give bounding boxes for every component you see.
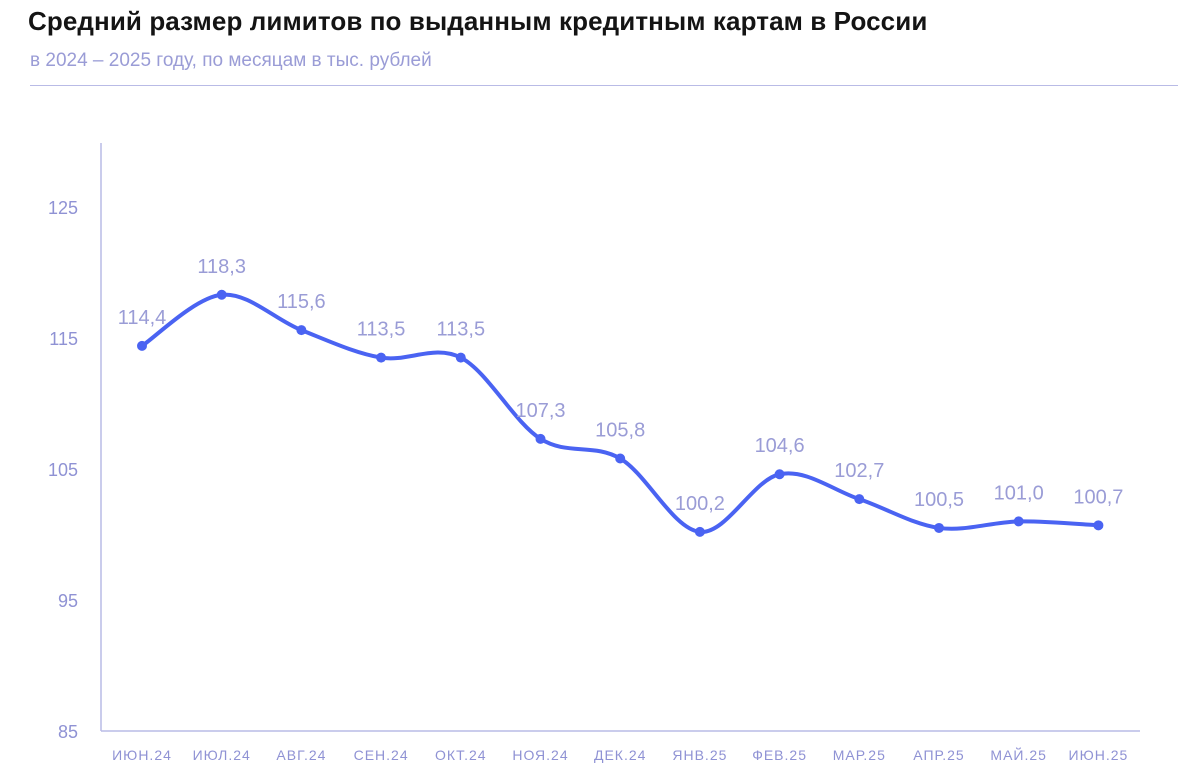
- x-tick-label: ДЕК.24: [594, 747, 646, 763]
- y-tick-label: 115: [49, 329, 78, 349]
- data-point: [694, 526, 705, 537]
- data-point: [1013, 516, 1024, 527]
- data-label: 105,8: [595, 420, 645, 442]
- chart-title: Средний размер лимитов по выданным креди…: [28, 6, 928, 36]
- chart-axes: [100, 143, 1140, 732]
- x-tick-label: ИЮН.25: [1069, 747, 1129, 763]
- data-label: 102,7: [834, 460, 884, 482]
- y-tick-label: 85: [58, 722, 78, 742]
- x-tick-label: АПР.25: [913, 747, 964, 763]
- data-point: [934, 522, 944, 533]
- x-tick-label: СЕН.24: [354, 747, 409, 763]
- x-tick-label: ИЮН.24: [112, 747, 172, 763]
- data-label: 113,5: [437, 319, 486, 341]
- data-point: [137, 340, 147, 351]
- data-point: [216, 289, 227, 300]
- data-point: [455, 352, 466, 363]
- y-tick-label: 95: [58, 591, 78, 611]
- data-point: [774, 469, 785, 480]
- y-tick-label: 125: [48, 198, 78, 218]
- data-points: [137, 289, 1104, 537]
- x-tick-label: АВГ.24: [276, 747, 326, 763]
- x-tick-label: МАЙ.25: [990, 746, 1047, 763]
- x-tick-label: ФЕВ.25: [752, 747, 807, 763]
- data-point: [615, 453, 626, 464]
- data-point: [376, 352, 387, 363]
- data-label: 115,6: [277, 291, 326, 313]
- x-tick-label: ЯНВ.25: [672, 747, 727, 763]
- data-point: [535, 433, 546, 444]
- data-label: 101,0: [994, 482, 1044, 504]
- x-axis-ticks: ИЮН.24 ИЮЛ.24 АВГ.24 СЕН.24 ОКТ.24 НОЯ.24 ДЕК.…: [112, 746, 1129, 763]
- data-point: [296, 325, 307, 336]
- data-label: 100,5: [914, 489, 964, 511]
- data-label: 114,4: [118, 307, 167, 329]
- data-point: [1093, 520, 1104, 531]
- data-label: 107,3: [515, 400, 565, 422]
- x-tick-label: НОЯ.24: [512, 747, 568, 763]
- x-tick-label: ОКТ.24: [435, 747, 487, 763]
- data-label: 113,5: [357, 319, 406, 341]
- x-tick-label: ИЮЛ.24: [193, 747, 251, 763]
- x-tick-label: МАР.25: [833, 747, 886, 763]
- data-label: 100,2: [675, 493, 725, 515]
- chart-subtitle: в 2024 – 2025 году, по месяцам в тыс. ру…: [30, 50, 432, 71]
- data-label: 100,7: [1073, 486, 1123, 508]
- data-labels: 114,4 118,3 115,6 113,5 113,5 107,3 105,8 100,2…: [118, 256, 1124, 515]
- data-label: 104,6: [755, 435, 805, 457]
- data-point: [854, 494, 865, 505]
- data-label: 118,3: [197, 256, 246, 278]
- y-axis-ticks: 125 115 105 95 85: [48, 198, 78, 742]
- y-tick-label: 105: [48, 460, 78, 480]
- header-divider: [30, 85, 1178, 86]
